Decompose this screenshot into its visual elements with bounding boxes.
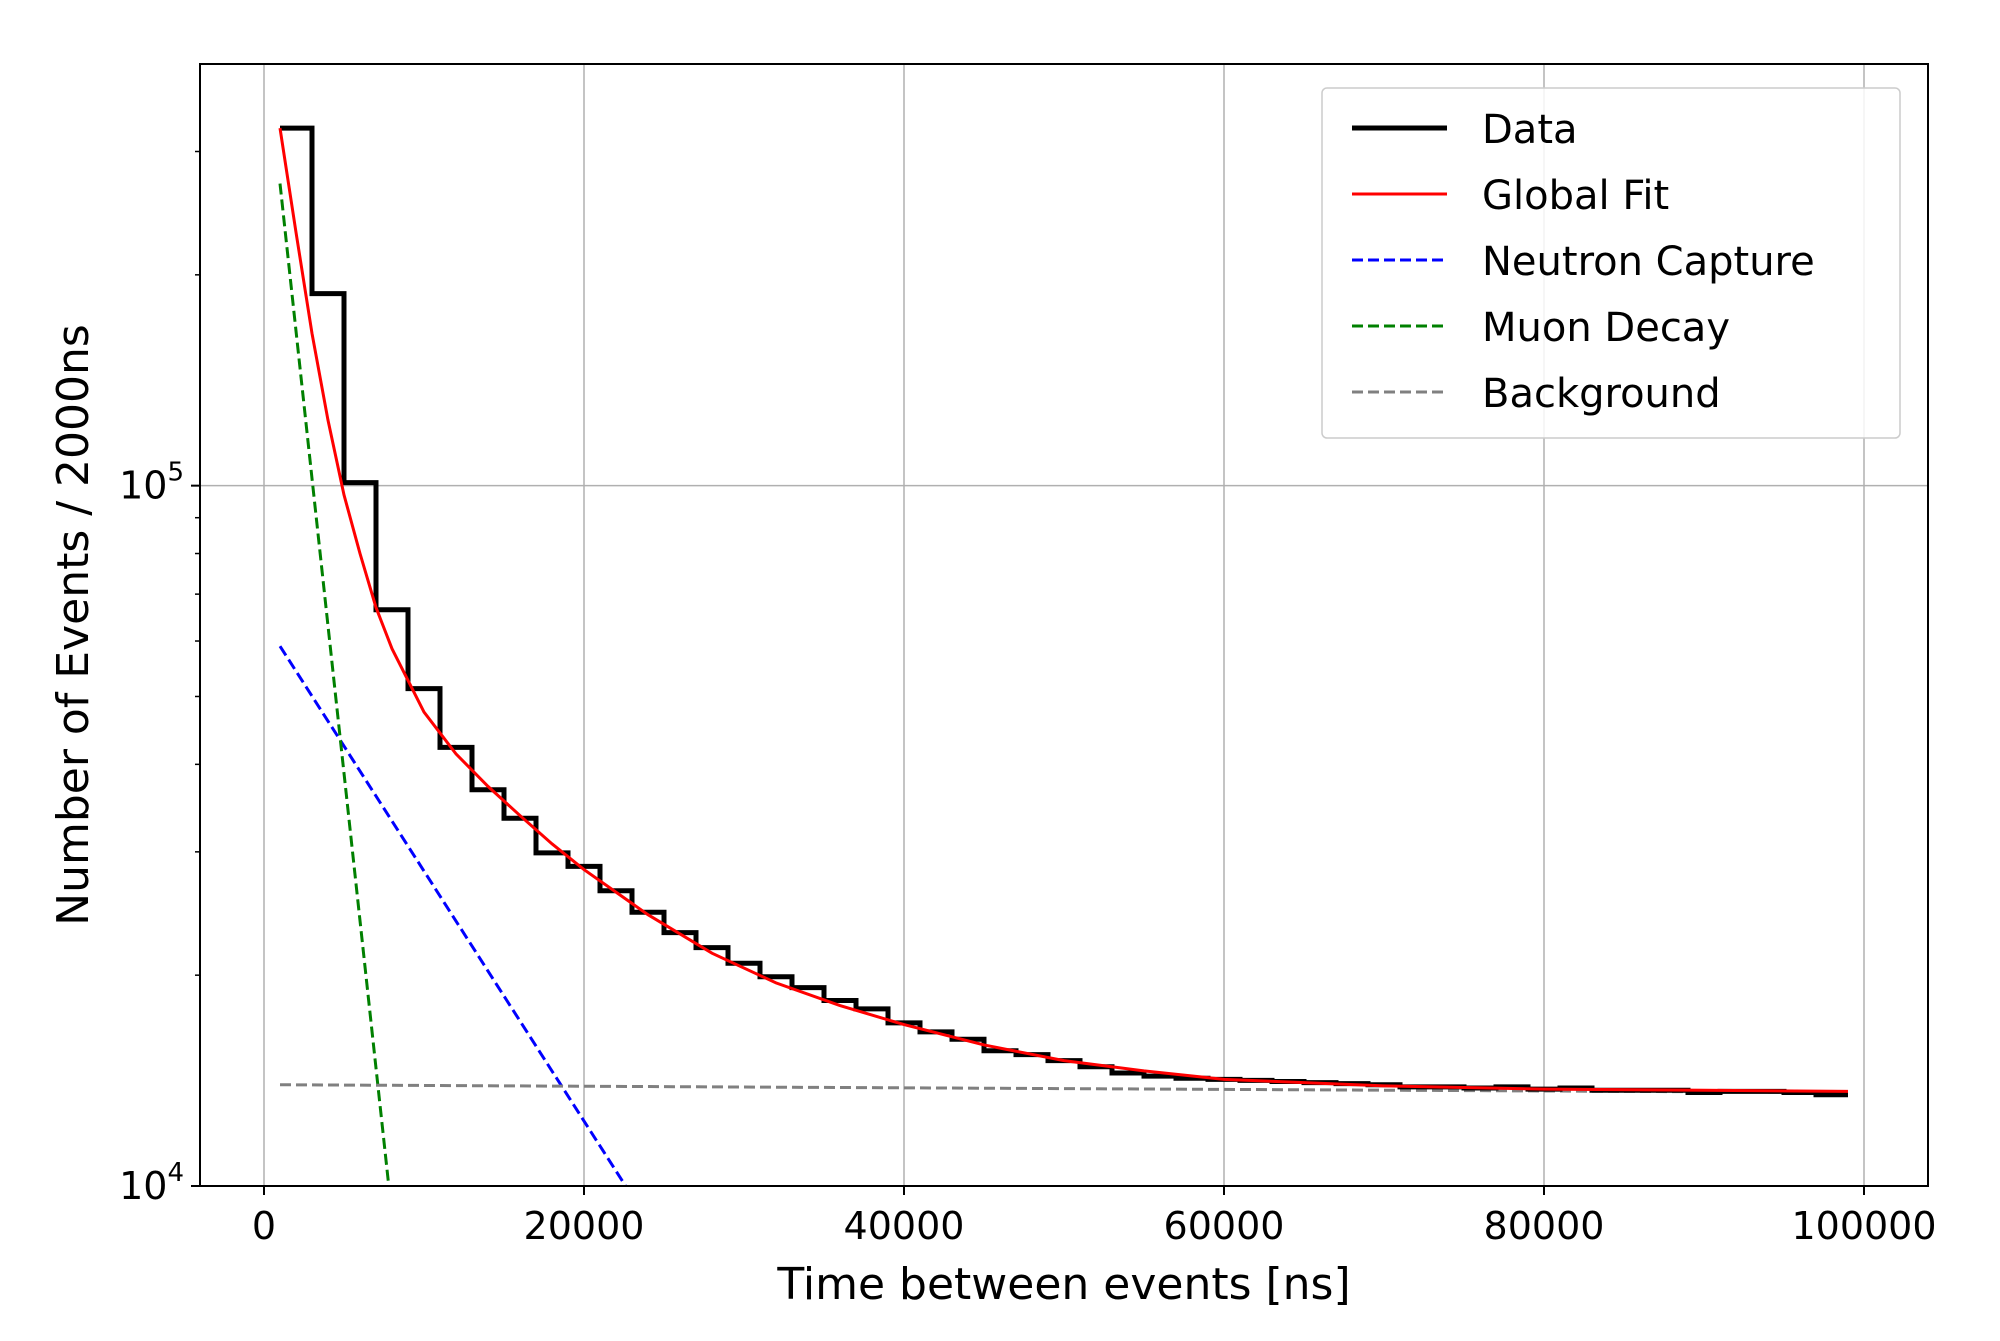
legend-label-background: Background <box>1482 371 1721 417</box>
x-axis-label: Time between events [ns] <box>776 1259 1350 1310</box>
y-tick-label: 105 <box>119 458 184 508</box>
legend-label-neutron-capture: Neutron Capture <box>1482 239 1815 285</box>
series-neutron-capture-line <box>278 645 627 1186</box>
legend: Data Global Fit Neutron Capture Muon Decay B… <box>1321 87 1901 439</box>
series-global-fit-line <box>278 127 1849 1093</box>
legend-label-global-fit: Global Fit <box>1482 173 1669 219</box>
legend-box <box>1321 87 1901 439</box>
y-axis-label: Number of Events / 2000ns <box>48 324 99 926</box>
x-tick-label: 60000 <box>1164 1204 1285 1248</box>
x-tick-label: 20000 <box>524 1204 645 1248</box>
legend-label-data: Data <box>1482 107 1578 153</box>
x-tick-label: 100000 <box>1791 1204 1936 1248</box>
axis-ticks: 0 20000 40000 60000 80000 100000 104 105 <box>119 150 1937 1248</box>
x-tick-label: 80000 <box>1484 1204 1605 1248</box>
y-tick-label: 104 <box>119 1158 184 1208</box>
x-tick-label: 0 <box>252 1204 276 1248</box>
series-layer <box>278 125 1849 1186</box>
plot-frame <box>199 63 1929 1187</box>
series-background-line <box>279 1083 1849 1094</box>
legend-label-muon-decay: Muon Decay <box>1482 305 1730 351</box>
x-tick-label: 40000 <box>844 1204 965 1248</box>
series-muon-decay-line <box>278 183 391 1186</box>
